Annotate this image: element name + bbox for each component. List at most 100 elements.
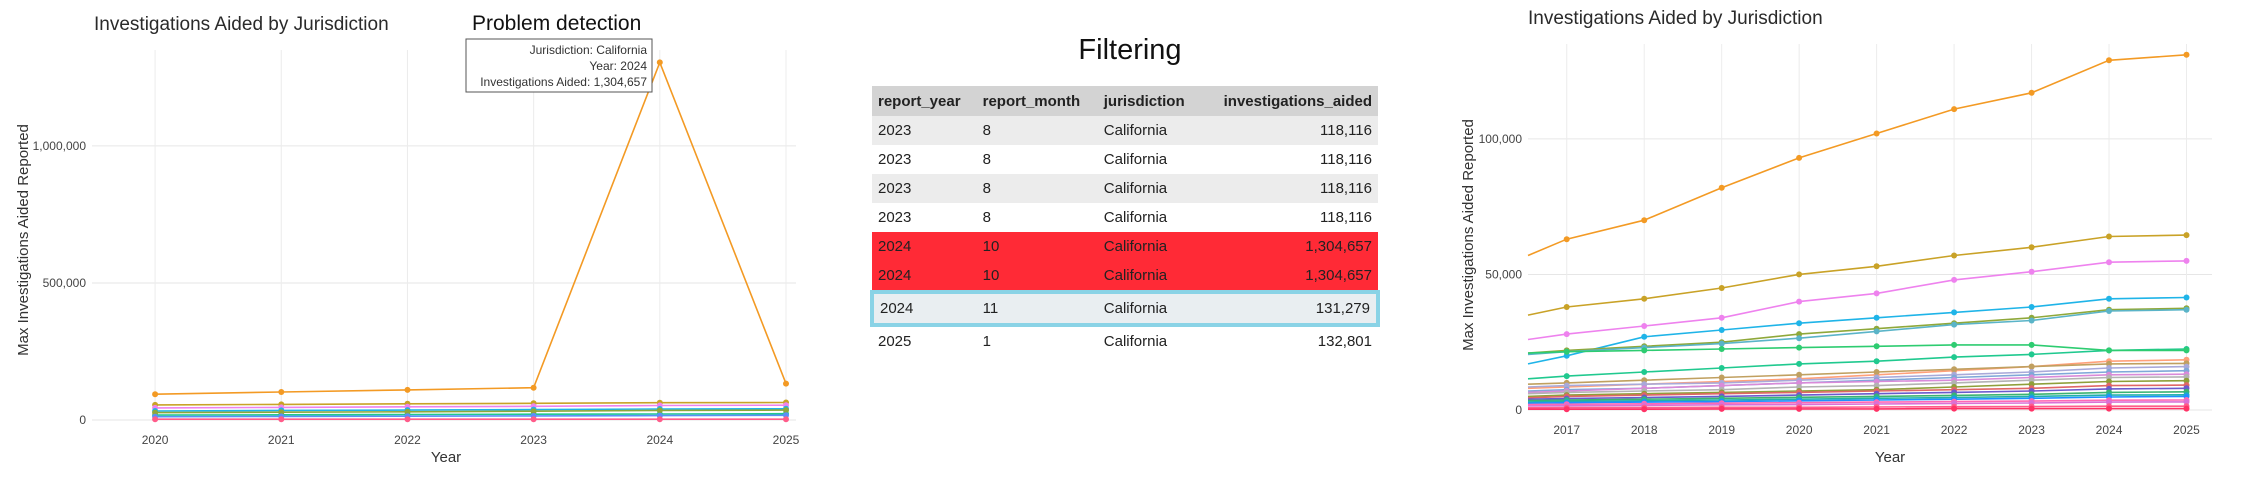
right-line-chart[interactable]: Investigations Aided by Jurisdiction 0 50… (1440, 0, 2244, 480)
right-data-point[interactable] (2028, 317, 2035, 324)
right-data-point[interactable] (1563, 352, 1570, 359)
left-data-point[interactable] (530, 384, 537, 391)
right-data-point[interactable] (1873, 328, 1880, 335)
right-series-line[interactable] (1527, 373, 2187, 394)
right-data-point[interactable] (1873, 314, 1880, 321)
right-data-point[interactable] (2183, 377, 2190, 384)
right-data-point[interactable] (1563, 304, 1570, 310)
left-data-point[interactable] (404, 386, 411, 393)
left-data-point[interactable] (656, 407, 663, 414)
left-series-line[interactable] (155, 404, 787, 409)
right-data-point[interactable] (1951, 321, 1958, 328)
right-data-point[interactable] (1563, 406, 1570, 413)
right-data-point[interactable] (1796, 320, 1803, 327)
right-data-point[interactable] (2028, 405, 2035, 412)
right-series-line[interactable] (1527, 379, 2187, 398)
right-data-point[interactable] (1796, 271, 1803, 278)
right-data-point[interactable] (2106, 308, 2112, 314)
right-data-point[interactable] (2106, 295, 2112, 302)
right-data-point[interactable] (2106, 399, 2112, 406)
right-data-point[interactable] (1718, 346, 1725, 352)
right-data-point[interactable] (2183, 294, 2190, 301)
right-series-line[interactable] (1527, 362, 2187, 385)
left-data-point[interactable] (404, 416, 411, 423)
right-data-point[interactable] (2028, 268, 2035, 275)
left-data-point[interactable] (783, 416, 789, 423)
right-series-line[interactable] (1527, 391, 2187, 402)
right-series-line[interactable] (1527, 387, 2187, 400)
right-data-point[interactable] (2028, 363, 2035, 370)
column-header-report-year[interactable]: report_year (872, 86, 977, 116)
right-data-point[interactable] (1951, 309, 1958, 316)
table-row[interactable]: 2024 11 California 131,279 (870, 290, 1380, 327)
right-data-point[interactable] (2106, 57, 2112, 64)
right-series-line[interactable] (1527, 384, 2187, 399)
column-header-report-month[interactable]: report_month (976, 86, 1098, 116)
right-data-point[interactable] (1951, 405, 1958, 412)
right-data-point[interactable] (1951, 379, 1958, 386)
right-series-line[interactable] (1527, 260, 2187, 341)
right-data-point[interactable] (1873, 358, 1880, 365)
left-data-point[interactable] (152, 409, 159, 416)
left-data-point[interactable] (783, 407, 789, 414)
right-data-point[interactable] (1641, 369, 1648, 375)
right-data-point[interactable] (1718, 184, 1725, 191)
right-series-line[interactable] (1527, 365, 2187, 388)
right-data-point[interactable] (1718, 374, 1725, 381)
left-data-point[interactable] (278, 409, 285, 416)
right-data-point[interactable] (1873, 382, 1880, 389)
right-series-line[interactable] (1527, 399, 2187, 406)
right-data-point[interactable] (1796, 331, 1803, 338)
right-data-point[interactable] (1796, 298, 1803, 305)
right-data-point[interactable] (1641, 217, 1648, 224)
right-data-point[interactable] (1641, 347, 1648, 354)
right-data-point[interactable] (1873, 405, 1880, 412)
right-data-point[interactable] (1641, 333, 1648, 340)
right-data-point[interactable] (1796, 371, 1803, 378)
right-series-line[interactable] (1527, 376, 2187, 395)
right-data-point[interactable] (1563, 236, 1570, 243)
left-line-chart[interactable]: Investigations Aided by Jurisdiction Pro… (0, 0, 860, 480)
right-data-point[interactable] (1796, 344, 1803, 351)
table-row[interactable]: 2023 8 California 118,116 (872, 174, 1378, 203)
right-data-point[interactable] (1641, 381, 1648, 388)
right-data-point[interactable] (1718, 285, 1725, 291)
right-data-point[interactable] (1873, 378, 1880, 385)
right-data-point[interactable] (1951, 341, 1958, 348)
right-data-point[interactable] (1873, 369, 1880, 375)
table-row[interactable]: 2024 10 California 1,304,657 (872, 261, 1378, 292)
right-data-point[interactable] (2106, 259, 2112, 266)
left-series-group[interactable] (152, 59, 789, 423)
left-series-line[interactable] (155, 401, 787, 406)
right-data-point[interactable] (2183, 398, 2190, 405)
right-data-point[interactable] (1718, 340, 1725, 347)
left-series-line[interactable] (155, 407, 787, 412)
right-series-group[interactable] (1527, 51, 2190, 413)
right-data-point[interactable] (2183, 51, 2190, 58)
right-data-point[interactable] (1796, 379, 1803, 386)
left-data-point[interactable] (530, 408, 537, 415)
right-series-line[interactable] (1527, 344, 2187, 354)
right-series-line[interactable] (1527, 348, 2187, 380)
right-series-line[interactable] (1527, 393, 2187, 403)
right-data-point[interactable] (1718, 327, 1725, 333)
right-data-point[interactable] (2106, 378, 2112, 385)
right-data-point[interactable] (1641, 323, 1648, 329)
right-series-line[interactable] (1527, 405, 2187, 409)
right-series-line[interactable] (1527, 395, 2187, 404)
right-data-point[interactable] (2183, 232, 2190, 239)
right-data-point[interactable] (2106, 405, 2112, 412)
right-data-point[interactable] (2028, 244, 2035, 251)
right-data-point[interactable] (1641, 406, 1648, 413)
table-row[interactable]: 2023 8 California 118,116 (872, 145, 1378, 174)
right-data-point[interactable] (1951, 252, 1958, 259)
right-data-point[interactable] (1563, 348, 1570, 355)
left-data-point[interactable] (278, 389, 285, 395)
right-data-point[interactable] (1951, 354, 1958, 361)
right-data-point[interactable] (1873, 263, 1880, 270)
left-series-line[interactable] (155, 60, 787, 395)
column-header-jurisdiction[interactable]: jurisdiction (1097, 86, 1201, 116)
right-data-point[interactable] (2028, 304, 2035, 310)
right-data-point[interactable] (2183, 347, 2190, 354)
right-data-point[interactable] (2106, 347, 2112, 354)
